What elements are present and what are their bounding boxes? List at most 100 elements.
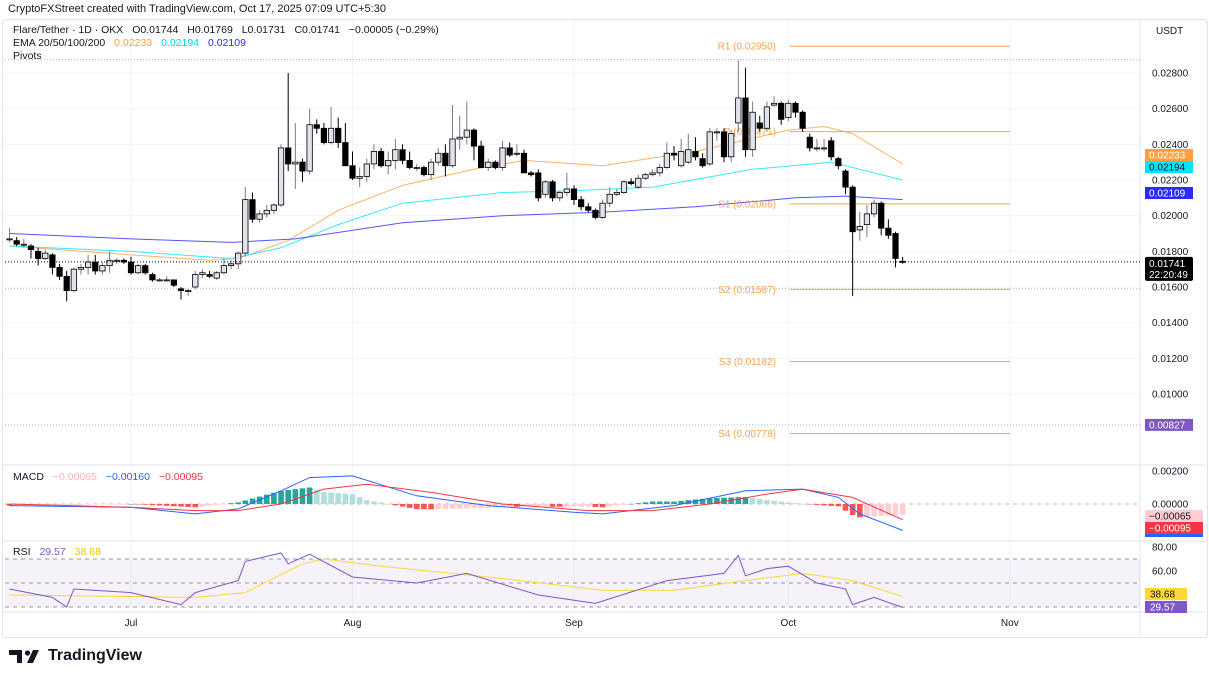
candle-body	[85, 261, 92, 268]
ema-legend[interactable]: EMA 20/50/100/200 0.02233 0.02194 0.0210…	[13, 37, 252, 49]
candle-body	[713, 131, 720, 134]
candle-body	[299, 161, 306, 172]
time-tick-label: Sep	[565, 618, 583, 629]
chart-credit: CryptoFXStreet created with TradingView.…	[8, 3, 386, 15]
candle-body	[742, 97, 749, 151]
macd-histogram-bar	[628, 504, 634, 505]
macd-histogram-bar	[821, 504, 827, 506]
macd-tick-label: 0.00000	[1152, 500, 1189, 511]
price-tick-label: 0.01200	[1152, 354, 1189, 365]
candle-body	[842, 170, 849, 188]
macd-histogram-bar	[892, 504, 899, 516]
candle-body	[13, 240, 20, 245]
macd-histogram-bar	[742, 496, 749, 504]
macd-histogram-bar	[414, 504, 420, 510]
candle-body	[356, 176, 363, 179]
macd-histogram-bar	[635, 503, 642, 504]
macd-histogram-bar	[556, 504, 563, 507]
rsi-ma-value: 38.68	[74, 546, 101, 558]
candle-body	[728, 133, 735, 158]
macd-histogram-bar	[435, 504, 442, 510]
ema-line	[9, 161, 903, 260]
candle-body	[306, 124, 313, 172]
chart-panel[interactable]	[2, 19, 1208, 638]
candle-body	[213, 272, 220, 279]
candle-body	[770, 102, 778, 106]
macd-histogram-bar	[385, 504, 392, 505]
macd-histogram-bar	[356, 497, 363, 504]
candle-body	[442, 152, 449, 167]
candle-body	[535, 172, 542, 199]
candle-body	[492, 161, 499, 168]
candle-body	[220, 265, 227, 274]
candle-body	[406, 159, 413, 168]
macd-histogram-bar	[499, 504, 506, 507]
macd-histogram-bar	[71, 504, 77, 505]
macd-histogram-bar	[771, 500, 777, 504]
macd-histogram-bar	[799, 504, 806, 505]
ema100-value: 0.02194	[161, 37, 200, 49]
rsi-line	[9, 552, 903, 608]
macd-histogram-bar	[113, 504, 120, 505]
candle-body	[678, 151, 685, 167]
change-value: −0.00005 (−0.29%)	[348, 24, 439, 36]
candle-body	[892, 233, 899, 259]
candle-body	[349, 165, 356, 179]
candle-body	[885, 227, 892, 236]
candle-body	[870, 202, 878, 215]
pivots-legend[interactable]: Pivots	[13, 50, 48, 62]
candle-body	[663, 152, 670, 168]
tradingview-logo[interactable]: TradingView	[9, 647, 142, 665]
price-tick-label: 0.01800	[1152, 247, 1189, 258]
macd-histogram-bar	[6, 504, 13, 506]
macd-histogram-bar	[313, 489, 320, 504]
macd-histogram-bar	[542, 504, 549, 507]
rsi-legend[interactable]: RSI 29.57 38.68	[13, 546, 107, 558]
price-tick-label: 0.02600	[1152, 104, 1189, 115]
currency-label: USDT	[1156, 26, 1183, 37]
macd-signal-tag-label: −0.00095	[1149, 524, 1191, 535]
candle-body	[470, 129, 478, 147]
candle-body	[828, 140, 835, 158]
macd-legend[interactable]: MACD −0.00065 −0.00160 −0.00095	[13, 471, 209, 483]
macd-tick-label: 0.00200	[1152, 467, 1189, 478]
candle-body	[399, 149, 406, 161]
macd-histogram-bar	[685, 500, 692, 504]
macd-histogram-bar	[814, 504, 820, 505]
countdown-label: 22:20:49	[1149, 270, 1188, 281]
candle-body	[670, 152, 678, 156]
macd-histogram-bar	[764, 500, 770, 504]
macd-histogram-bar	[349, 494, 356, 504]
candle-body	[106, 259, 113, 267]
candle-body	[835, 158, 842, 167]
candle-body	[463, 129, 470, 138]
macd-histogram-bar	[614, 504, 620, 506]
macd-histogram-bar	[464, 504, 470, 509]
candle-body	[56, 267, 63, 277]
candle-body	[227, 263, 235, 267]
symbol-name[interactable]: Flare/Tether · 1D · OKX	[13, 24, 124, 36]
candle-body	[820, 147, 828, 150]
price-tick-label: 0.02800	[1152, 69, 1189, 80]
candle-body	[513, 152, 520, 155]
candle-body	[485, 161, 492, 168]
price-tick-label: 0.02000	[1152, 211, 1189, 222]
macd-histogram-bar	[285, 489, 291, 504]
candle-body	[849, 186, 856, 233]
candle-body	[578, 199, 585, 208]
rsi-tag	[1145, 601, 1187, 613]
symbol-legend[interactable]: Flare/Tether · 1D · OKX O0.01744 H0.0176…	[13, 24, 445, 36]
candle-body	[256, 213, 263, 220]
macd-histogram-bar	[449, 504, 456, 509]
price-axis[interactable]: 0.02800 0.02600 0.02400 0.02200 0.02000 0.018…	[125, 69, 1203, 630]
candle-body	[70, 268, 77, 291]
candle-body	[163, 279, 170, 282]
candle-body	[863, 213, 871, 225]
macd-label: MACD	[13, 471, 44, 483]
candle-body	[370, 151, 378, 165]
macd-histogram-bar	[585, 504, 592, 507]
ema-price-label: 0.02194	[1149, 163, 1186, 174]
macd-histogram-bar	[792, 503, 799, 504]
macd-histogram-bar	[856, 504, 863, 518]
